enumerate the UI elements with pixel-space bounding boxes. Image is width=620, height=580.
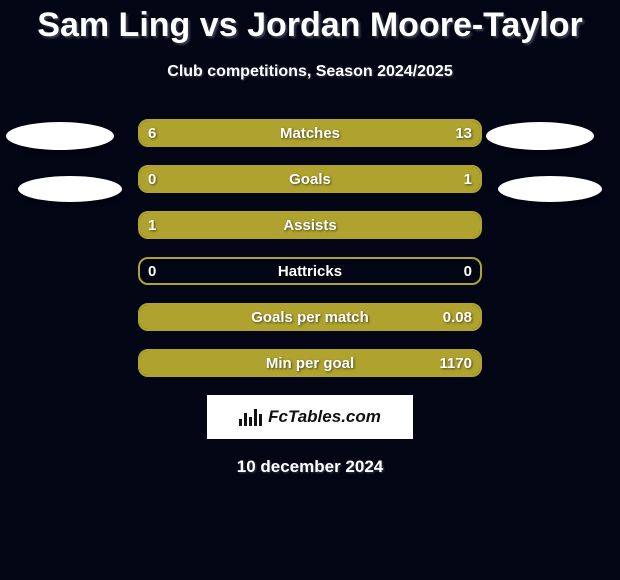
avatar-blob-0 bbox=[6, 122, 114, 150]
player-left-name: Sam Ling bbox=[37, 6, 190, 44]
subtitle: Club competitions, Season 2024/2025 bbox=[0, 63, 620, 81]
avatar-blob-2 bbox=[486, 122, 594, 150]
stat-label: Goals per match bbox=[140, 305, 480, 329]
stat-row: 0Hattricks0 bbox=[138, 257, 482, 285]
page-title: Sam Ling vs Jordan Moore-Taylor bbox=[0, 0, 620, 45]
stat-label: Hattricks bbox=[140, 259, 480, 283]
stat-rows: 6Matches130Goals11Assists0Hattricks0Goal… bbox=[0, 119, 620, 377]
stat-value-right: 1170 bbox=[439, 351, 472, 375]
watermark-text: FcTables.com bbox=[268, 407, 381, 427]
stat-label: Matches bbox=[140, 121, 480, 145]
watermark: FcTables.com bbox=[207, 395, 413, 439]
stat-value-right: 0.08 bbox=[443, 305, 472, 329]
stat-row: 6Matches13 bbox=[138, 119, 482, 147]
stat-label: Assists bbox=[140, 213, 480, 237]
stat-row: Min per goal1170 bbox=[138, 349, 482, 377]
stat-row: Goals per match0.08 bbox=[138, 303, 482, 331]
stat-row: 0Goals1 bbox=[138, 165, 482, 193]
stat-label: Min per goal bbox=[140, 351, 480, 375]
bar-chart-icon bbox=[239, 408, 262, 426]
stat-label: Goals bbox=[140, 167, 480, 191]
player-right-name: Jordan Moore-Taylor bbox=[247, 6, 583, 44]
avatar-blob-3 bbox=[498, 176, 602, 202]
date-text: 10 december 2024 bbox=[0, 457, 620, 477]
stat-value-right: 0 bbox=[464, 259, 472, 283]
vs-word: vs bbox=[200, 6, 238, 44]
stat-row: 1Assists bbox=[138, 211, 482, 239]
stat-value-right: 1 bbox=[464, 167, 472, 191]
avatar-blob-1 bbox=[18, 176, 122, 202]
stat-value-right: 13 bbox=[455, 121, 472, 145]
